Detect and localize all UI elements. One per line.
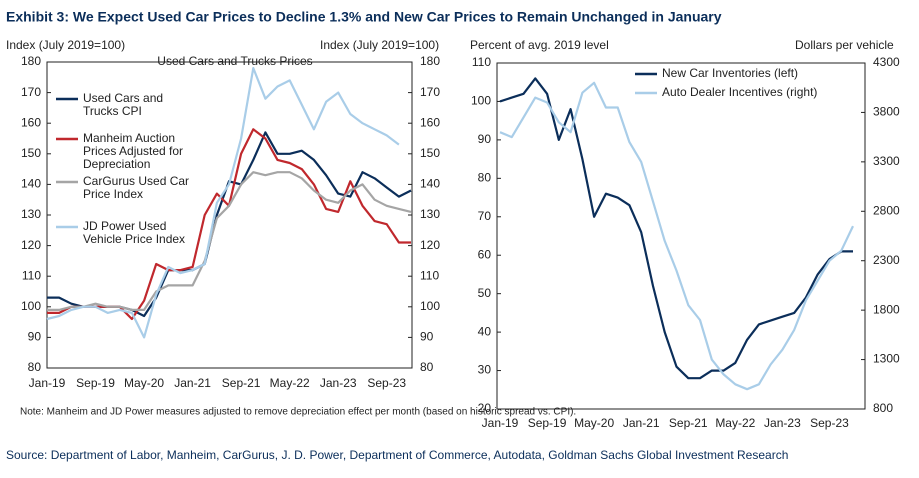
y-tick-label: 150	[21, 146, 41, 160]
y2-tick-label: 2800	[873, 203, 900, 217]
source: Source: Department of Labor, Manheim, Ca…	[6, 448, 788, 462]
y-tick-label: 110	[472, 55, 491, 69]
y2-tick-label: 170	[420, 85, 440, 99]
y-tick-label: 50	[478, 286, 492, 300]
x-tick-label: Sep-23	[367, 376, 406, 390]
x-tick-label: May-22	[270, 376, 310, 390]
series-line	[46, 67, 400, 339]
y2-tick-label: 3800	[873, 105, 900, 119]
x-tick-label: Jan-23	[764, 416, 801, 430]
plot-frame	[496, 62, 866, 410]
y-tick-label: 90	[478, 132, 492, 146]
subtitle: Used Cars and Trucks Prices	[157, 54, 312, 68]
x-tick-label: Jan-23	[320, 376, 357, 390]
y2-tick-label: 3300	[873, 154, 900, 168]
y2-tick-label: 100	[420, 299, 440, 313]
legend-label: Used Cars and Trucks CPI	[83, 91, 164, 118]
y2-tick-label: 110	[420, 268, 439, 282]
x-tick-label: Jan-21	[623, 416, 660, 430]
series-line	[499, 81, 854, 391]
y-tick-label: 100	[471, 94, 491, 108]
y2-axis-title: Dollars per vehicle	[795, 38, 894, 52]
x-tick-label: Sep-21	[222, 376, 261, 390]
legend-label: Auto Dealer Incentives (right)	[662, 85, 818, 99]
y2-tick-label: 90	[420, 330, 434, 344]
y-tick-label: 130	[21, 207, 41, 221]
y2-tick-label: 80	[420, 360, 434, 374]
y-tick-label: 20	[478, 401, 492, 415]
x-tick-label: May-20	[124, 376, 164, 390]
legend-label: Manheim Auction Prices Adjusted for Depr…	[83, 131, 184, 171]
y2-tick-label: 130	[420, 207, 440, 221]
x-tick-label: Sep-23	[810, 416, 849, 430]
x-tick-label: May-20	[574, 416, 614, 430]
legend-label: JD Power Used Vehicle Price Index	[83, 219, 186, 246]
y-tick-label: 120	[21, 238, 41, 252]
y-tick-label: 100	[21, 299, 41, 313]
y2-tick-label: 150	[420, 146, 440, 160]
y-axis-title: Index (July 2019=100)	[6, 38, 125, 52]
y-tick-label: 80	[28, 360, 42, 374]
title: Exhibit 3: We Expect Used Car Prices to …	[6, 9, 722, 25]
x-tick-label: Jan-19	[482, 416, 519, 430]
x-tick-label: May-22	[715, 416, 755, 430]
x-tick-label: Jan-21	[174, 376, 211, 390]
y2-tick-label: 4300	[873, 55, 900, 69]
legend-label: CarGurus Used Car Price Index	[83, 174, 190, 201]
y2-tick-label: 1800	[873, 302, 900, 316]
x-tick-label: Sep-19	[76, 376, 115, 390]
series-line	[499, 77, 853, 380]
legend-label: New Car Inventories (left)	[662, 66, 799, 80]
y-tick-label: 180	[21, 54, 41, 68]
y-tick-label: 80	[478, 171, 492, 185]
y2-tick-label: 2300	[873, 253, 900, 267]
y2-axis-title: Index (July 2019=100)	[320, 38, 439, 52]
y2-tick-label: 140	[420, 177, 440, 191]
y-tick-label: 90	[28, 330, 42, 344]
y-tick-label: 110	[22, 268, 41, 282]
y2-tick-label: 120	[420, 238, 440, 252]
y2-tick-label: 160	[420, 115, 440, 129]
x-tick-label: Sep-19	[528, 416, 567, 430]
y-tick-label: 160	[21, 115, 41, 129]
y-axis-title: Percent of avg. 2019 level	[470, 38, 609, 52]
y-tick-label: 70	[478, 209, 492, 223]
y-tick-label: 30	[478, 363, 492, 377]
y2-tick-label: 800	[873, 401, 893, 415]
x-tick-label: Jan-19	[29, 376, 66, 390]
note: Note: Manheim and JD Power measures adju…	[20, 407, 576, 418]
y2-tick-label: 180	[420, 54, 440, 68]
x-tick-label: Sep-21	[669, 416, 708, 430]
y-tick-label: 140	[21, 177, 41, 191]
y-tick-label: 170	[21, 85, 41, 99]
y-tick-label: 60	[478, 247, 492, 261]
y-tick-label: 40	[478, 324, 492, 338]
y2-tick-label: 1300	[873, 352, 900, 366]
series-line	[47, 171, 412, 311]
